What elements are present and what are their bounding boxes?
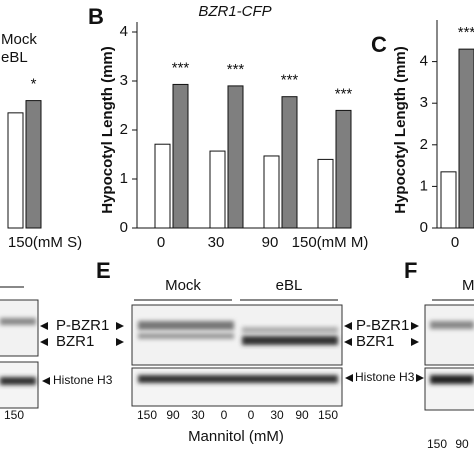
- bar: [209, 150, 226, 229]
- group-label: M: [462, 277, 474, 294]
- y-tick-label: 0: [120, 219, 128, 236]
- lane-label: 150: [427, 437, 447, 451]
- lane-label: 150: [318, 408, 338, 422]
- group-label: Mock: [165, 277, 201, 294]
- y-tick-label: 1: [420, 177, 428, 194]
- significance: ***: [281, 72, 299, 89]
- bar: [263, 155, 280, 229]
- bar: [172, 83, 189, 229]
- y-tick-label: 2: [420, 136, 428, 153]
- panel-letter: F: [404, 258, 417, 283]
- blot-label: Histone H3: [355, 370, 415, 384]
- significance: ***: [458, 24, 474, 41]
- x-tick-label: 150(mM S): [8, 234, 82, 251]
- blot-label: Histone H3: [53, 373, 113, 387]
- significance: ***: [172, 59, 190, 76]
- panel-letter: C: [371, 32, 387, 57]
- significance: *: [31, 76, 37, 93]
- y-tick-label: 3: [420, 94, 428, 111]
- legend-label: eBL: [1, 49, 28, 66]
- y-tick-label: 0: [420, 219, 428, 236]
- blot-f-top: [424, 304, 474, 366]
- bar: [227, 85, 244, 229]
- y-tick-label: 2: [120, 121, 128, 138]
- y-tick-label: 1: [120, 170, 128, 187]
- x-tick-label: 30: [208, 234, 225, 251]
- blot-label: BZR1: [356, 333, 394, 350]
- lane-label: 0: [248, 408, 255, 422]
- y-tick-label: 4: [420, 53, 428, 70]
- x-tick-label: 90: [262, 234, 279, 251]
- group-label: eBL: [276, 277, 303, 294]
- band: [0, 377, 36, 385]
- y-tick-label: 4: [120, 23, 128, 40]
- blot-label: BZR1: [56, 333, 94, 350]
- panel-letter: E: [96, 258, 111, 283]
- lane-label: 30: [191, 408, 205, 422]
- lane-label: 0: [221, 408, 228, 422]
- bar: [7, 112, 24, 229]
- bar: [440, 171, 457, 229]
- significance: ***: [335, 85, 353, 102]
- band: [242, 336, 338, 345]
- y-axis-label: Hypocotyl Length (mm): [99, 46, 116, 214]
- chart-title: BZR1-CFP: [198, 3, 271, 20]
- bar: [154, 143, 171, 229]
- blot-e-bottom: [131, 367, 343, 407]
- blot-label: P-BZR1: [356, 317, 409, 334]
- significance: ***: [227, 61, 245, 78]
- lane-label: 90: [455, 437, 469, 451]
- band: [138, 321, 234, 330]
- bar: [458, 48, 474, 229]
- lane-label: 90: [166, 408, 180, 422]
- bar: [25, 100, 42, 229]
- x-tick-label: 0: [157, 234, 165, 251]
- blot-left-top: [0, 299, 39, 357]
- band: [138, 333, 234, 339]
- blot-images: [0, 286, 474, 411]
- bar: [317, 158, 334, 229]
- lane-label: 90: [295, 408, 309, 422]
- band: [138, 375, 338, 383]
- lane-label: 150: [137, 408, 157, 422]
- blot-f-bottom: [424, 367, 474, 411]
- x-tick-label: 150(mM M): [292, 234, 369, 251]
- lane-label: 30: [270, 408, 284, 422]
- bar: [281, 96, 298, 229]
- bar: [335, 109, 352, 229]
- x-axis-label: Mannitol (mM): [188, 428, 284, 445]
- panel-letter: B: [88, 4, 104, 29]
- band: [0, 318, 36, 325]
- x-tick-label: 0: [451, 234, 459, 251]
- blot-label: P-BZR1: [56, 317, 109, 334]
- y-axis-label: Hypocotyl Length (mm): [392, 46, 409, 214]
- lane-label: 150: [4, 408, 24, 422]
- band: [430, 375, 474, 384]
- legend-label: Mock: [1, 31, 37, 48]
- band: [430, 321, 474, 329]
- band: [242, 327, 338, 333]
- y-tick-label: 3: [120, 72, 128, 89]
